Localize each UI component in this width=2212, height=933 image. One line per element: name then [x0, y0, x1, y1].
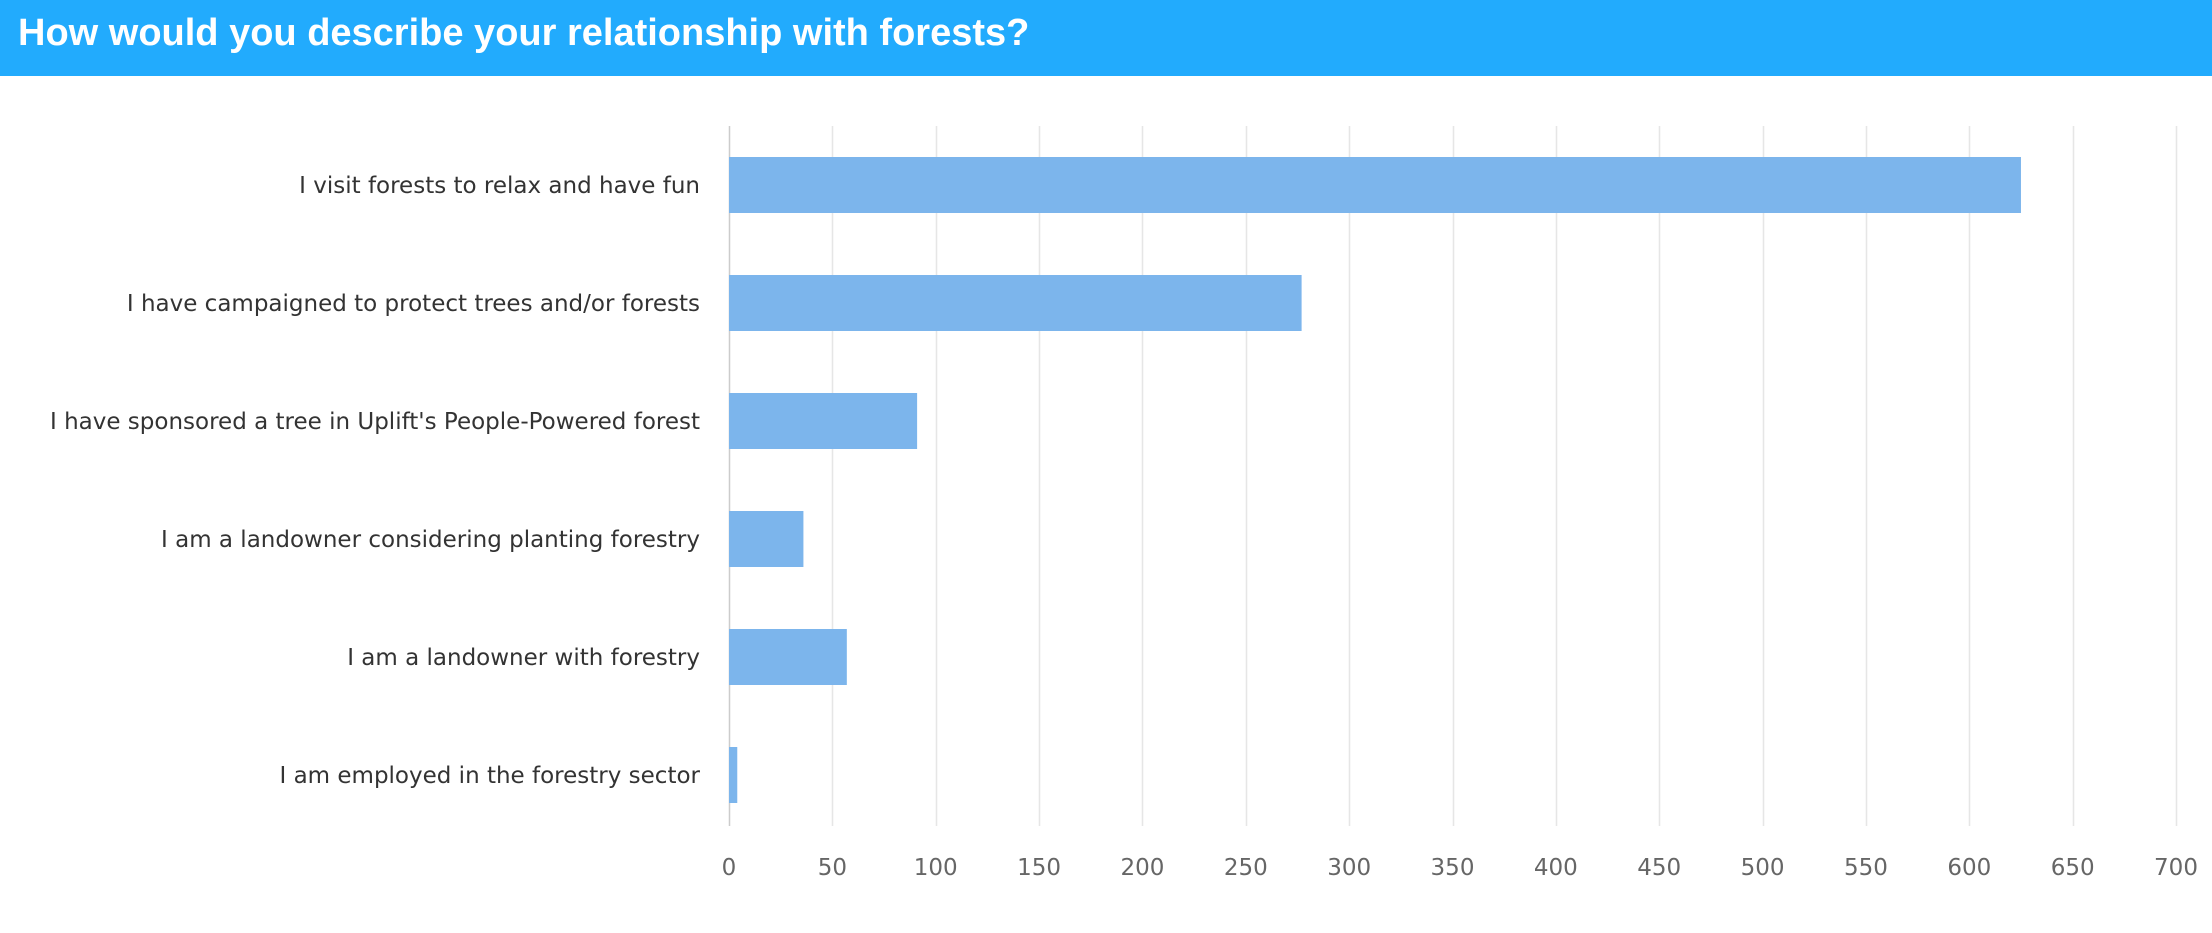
category-label: I am a landowner with forestry — [347, 645, 700, 671]
x-tick-label: 0 — [722, 855, 737, 881]
bar-layer — [729, 157, 2021, 803]
x-tick-label: 650 — [2051, 855, 2095, 881]
x-tick-label: 400 — [1534, 855, 1578, 881]
bar[interactable] — [729, 747, 738, 803]
chart-area: I visit forests to relax and have fun I h… — [0, 76, 2212, 928]
category-label: I am a landowner considering planting fo… — [161, 527, 700, 553]
x-tick-label: 250 — [1224, 855, 1268, 881]
x-tick-label: 350 — [1431, 855, 1475, 881]
x-tick-label: 100 — [914, 855, 958, 881]
x-tick-label: 500 — [1741, 855, 1785, 881]
chart-header: How would you describe your relationship… — [0, 0, 2212, 76]
x-tick-label: 150 — [1017, 855, 1061, 881]
x-tick-label: 550 — [1844, 855, 1888, 881]
x-tick-label: 50 — [818, 855, 847, 881]
category-labels: I visit forests to relax and have fun I h… — [50, 173, 701, 789]
bar[interactable] — [729, 157, 2021, 213]
category-label: I have campaigned to protect trees and/o… — [127, 291, 700, 317]
bar[interactable] — [729, 511, 804, 567]
x-tick-label: 300 — [1327, 855, 1371, 881]
category-label: I visit forests to relax and have fun — [299, 173, 700, 199]
x-tick-label: 700 — [2154, 855, 2198, 881]
bar-chart: I visit forests to relax and have fun I h… — [50, 126, 2198, 881]
category-label: I have sponsored a tree in Uplift's Peop… — [50, 409, 700, 435]
bar[interactable] — [729, 275, 1302, 331]
x-tick-label: 450 — [1637, 855, 1681, 881]
x-tick-label: 600 — [1947, 855, 1991, 881]
bar[interactable] — [729, 629, 847, 685]
x-tick-label: 200 — [1120, 855, 1164, 881]
category-label: I am employed in the forestry sector — [279, 763, 700, 789]
bar[interactable] — [729, 393, 918, 449]
grid-layer — [728, 126, 2178, 826]
chart-title: How would you describe your relationship… — [18, 12, 1030, 54]
x-axis-ticks: 0 50 100 150 200 250 300 350 400 450 500 550 600 650 7… — [722, 855, 2198, 881]
